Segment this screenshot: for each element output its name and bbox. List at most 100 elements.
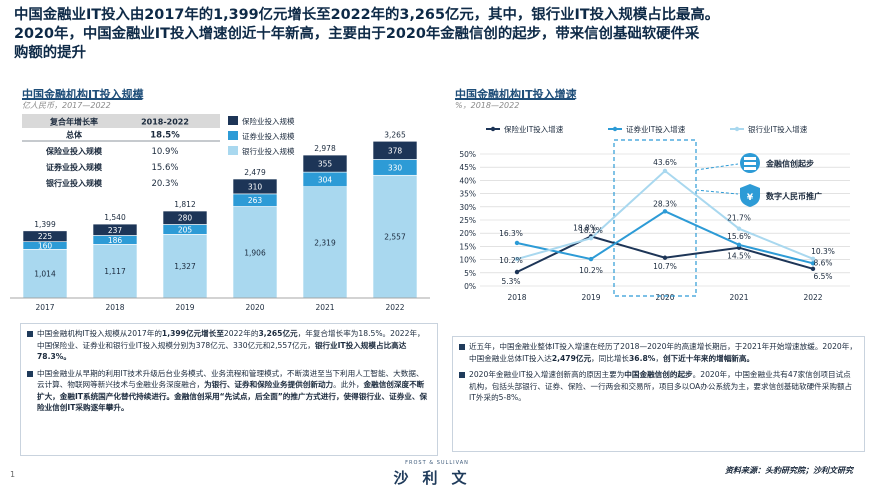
bar-segment [232, 206, 278, 299]
x-tick-label: 2021 [315, 303, 334, 312]
legend-marker [490, 126, 496, 132]
bar-value-label: 1,014 [34, 270, 56, 279]
legend-label: 保险业IT投入增速 [504, 124, 564, 134]
text-span: ，同比增长 [591, 353, 630, 363]
bar-segment [92, 223, 138, 236]
text-span: 2022年的 [223, 329, 259, 338]
text-span: 中国金融业从早期的利用IT技术升级后台业务模式、业务流程和管理模式，不断演进至当… [37, 368, 424, 390]
logo-main-text: 沙利文 [393, 469, 481, 487]
bar-value-label: 378 [388, 146, 403, 155]
data-point [662, 168, 668, 174]
yuan-glyph: ¥ [747, 193, 754, 203]
bar-value-label: 237 [108, 226, 123, 235]
data-label: 14.5% [727, 252, 751, 261]
cagr-table: 复合年增长率 2018-2022 总体 18.5% 保险业投入规模 10.9% … [22, 114, 220, 189]
bar-value-label: 310 [248, 182, 263, 191]
stacked-bar-chart: 复合年增长率 2018-2022 总体 18.5% 保险业投入规模 10.9% … [10, 114, 430, 312]
legend-label: 证券业投入规模 [242, 131, 295, 141]
bar-segment [372, 174, 418, 299]
data-label: 43.6% [653, 158, 677, 167]
y-tick-label: 20% [459, 229, 476, 238]
bar-value-label: 280 [178, 214, 193, 223]
data-point [662, 255, 668, 260]
right-chart-title: 中国金融机构IT投入增速 [455, 88, 577, 101]
text-strong: 金融信创深度不断扩大，金融IT系统国产化替代持续进行。金融信创采用“先试点，后全… [37, 380, 428, 412]
bar-value-label: 2,557 [384, 233, 406, 242]
x-tick-label: 2018 [105, 303, 124, 312]
bar-value-label: 2,319 [314, 238, 336, 247]
cagr-row-value: 20.3% [151, 179, 178, 189]
data-point [736, 226, 742, 231]
bar-total-label: 2,978 [314, 144, 336, 153]
cagr-row-label: 保险业投入规模 [45, 146, 103, 156]
bullet-square-icon [27, 370, 33, 377]
headline-line-1: 中国金融业IT投入由2017年的1,399亿元增长至2022年的3,265亿元，… [14, 7, 720, 23]
text-span: ， [655, 353, 663, 363]
legend-marker [734, 126, 740, 132]
callout-item-2: 数字人民币推广 [766, 191, 822, 201]
data-label: 10.3% [811, 247, 835, 256]
y-tick-label: 10% [459, 256, 476, 265]
cagr-row-value: 10.9% [151, 147, 178, 157]
legend-label: 银行业IT投入增速 [748, 124, 808, 134]
bar-total-label: 3,265 [384, 130, 406, 139]
data-point [810, 261, 816, 266]
bar-segment [302, 186, 348, 299]
bar-value-label: 205 [178, 225, 193, 234]
left-paragraph-2: 中国金融业从早期的利用IT技术升级后台业务模式、业务流程和管理模式，不断演进至当… [27, 368, 431, 414]
left-paragraph-1: 中国金融机构IT投入规模从2017年的1,399亿元增长至2022年的3,265… [27, 328, 431, 363]
line-chart: 0% 5% 10% 15% 20% 25% 30% 35% 40% 45% 50% 2018 2019 2… [459, 124, 850, 302]
legend-swatch [228, 131, 238, 140]
callout-connector [695, 163, 739, 171]
bar-value-label: 1,117 [104, 267, 126, 276]
line-marks: 5.3% 18.8% 10.7% 14.5% 6.5% 16.3% 10.2% 28.3% 15… [499, 158, 835, 286]
bullet-square-icon [459, 372, 465, 378]
left-text-box: 中国金融机构IT投入规模从2017年的1,399亿元增长至2022年的3,265… [20, 323, 438, 456]
data-label: 5.3% [501, 277, 520, 286]
server-icon-slot [744, 167, 756, 170]
y-tick-label: 25% [459, 216, 476, 225]
callout: 金融信创起步 ¥ 数字人民币推广 [695, 153, 822, 207]
headline: 中国金融业IT投入由2017年的1,399亿元增长至2022年的3,265亿元，… [14, 6, 864, 63]
y-tick-label: 45% [459, 163, 476, 172]
headline-line-2: 2020年，中国金融业IT投入增速创近十年新高，主要由于2020年金融信创的起步… [14, 26, 700, 42]
bar-value-label: 1,906 [244, 248, 266, 257]
bar-segment [22, 249, 68, 299]
text-span: 2020年金融业IT投入增速创新高的原因主要为 [469, 370, 625, 379]
data-label: 28.3% [653, 199, 677, 208]
text-strong: 2,479亿元 [551, 353, 592, 363]
data-label: 16.3% [499, 229, 523, 238]
right-chart-unit: %，2018—2022 [455, 101, 520, 110]
source-note: 资料来源：头豹研究院；沙利文研究 [725, 466, 853, 475]
x-tick-label: 2019 [581, 293, 600, 302]
data-point [662, 209, 668, 214]
bar-value-label: 1,327 [174, 262, 196, 271]
data-label: 10.7% [653, 262, 677, 271]
legend-swatch [228, 146, 238, 155]
x-tick-label: 2022 [385, 303, 404, 312]
text-strong: 1,399亿元增长至 [161, 329, 224, 338]
data-label: 10.2% [499, 256, 523, 265]
bar-segment [232, 178, 278, 195]
bar-total-label: 1,540 [104, 213, 126, 222]
x-tick-label: 2020 [245, 303, 264, 312]
bullet-square-icon [459, 344, 465, 350]
bar-segment [302, 154, 348, 173]
data-label: 18.8% [573, 223, 597, 232]
data-label: 15.6% [727, 232, 751, 241]
bar-value-label: 330 [388, 163, 403, 172]
cagr-row-label: 证券业投入规模 [46, 162, 103, 172]
text-strong: 36.8% [629, 353, 656, 363]
x-tick-label: 2021 [729, 293, 748, 302]
text-strong: 3,265亿元 [258, 329, 298, 338]
bullet-square-icon [27, 331, 33, 337]
bar-total-label: 1,812 [174, 200, 196, 209]
series-line [516, 169, 814, 261]
bar-segment [92, 244, 138, 299]
callout-item-1: 金融信创起步 [765, 159, 814, 169]
page-number: 1 [10, 470, 16, 479]
x-tick-label: 2018 [507, 293, 526, 302]
left-chart-title: 中国金融机构IT投入规模 [22, 88, 144, 101]
